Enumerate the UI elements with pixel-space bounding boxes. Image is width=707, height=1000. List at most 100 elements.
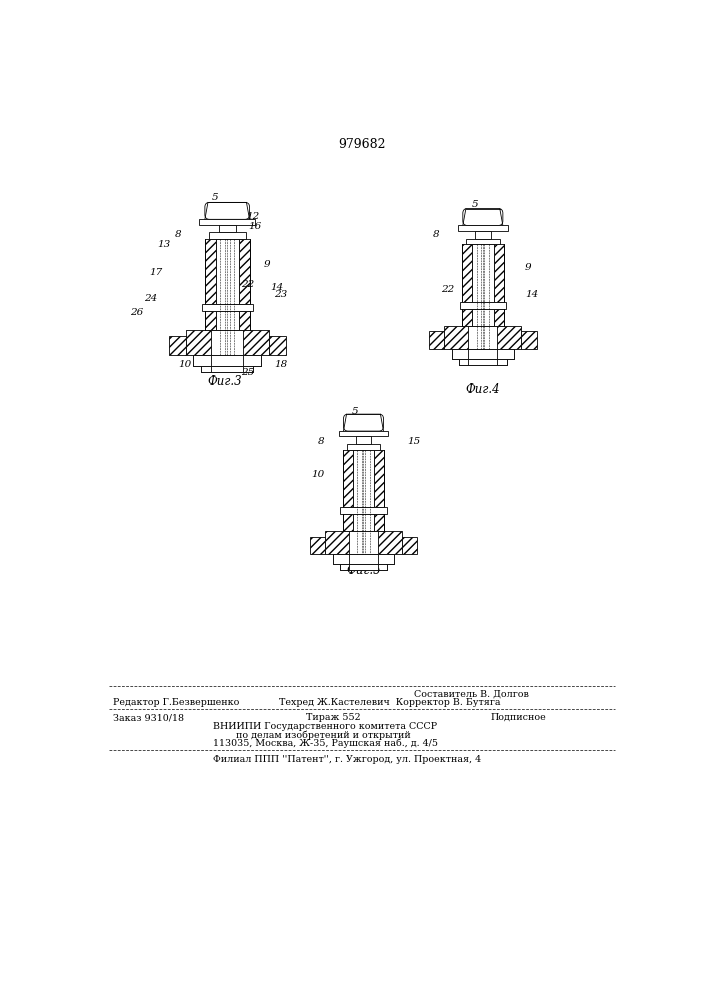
Bar [339, 431, 388, 436]
Bar [468, 359, 498, 365]
Text: Техред Ж.Кастелевич  Корректор В. Бутяга: Техред Ж.Кастелевич Корректор В. Бутяга [279, 698, 501, 707]
Bar [429, 331, 444, 349]
Bar [462, 244, 472, 302]
Bar [205, 311, 216, 330]
Bar [199, 219, 255, 225]
Bar [193, 355, 211, 366]
Text: 25: 25 [240, 368, 254, 377]
Bar [211, 366, 243, 372]
Bar [310, 537, 325, 554]
Text: 8: 8 [433, 230, 440, 239]
Bar [339, 564, 387, 570]
Bar [466, 239, 500, 244]
Text: 9: 9 [524, 263, 531, 272]
Bar [356, 436, 371, 444]
Bar [216, 311, 239, 330]
Text: по делам изобретений и открытий: по делам изобретений и открытий [236, 730, 411, 740]
Text: Фиг.5: Фиг.5 [346, 564, 381, 577]
Bar [493, 244, 503, 302]
Bar [193, 355, 261, 366]
Text: 9: 9 [264, 260, 271, 269]
Bar [353, 450, 374, 507]
Bar [216, 239, 239, 304]
Text: Составитель В. Долгов: Составитель В. Долгов [414, 690, 528, 699]
Bar [211, 355, 243, 366]
Bar [218, 225, 235, 232]
Text: 17: 17 [150, 268, 163, 277]
Text: 113035, Москва, Ж-35, Раушская наб., д. 4/5: 113035, Москва, Ж-35, Раушская наб., д. … [214, 739, 438, 748]
Text: Фиг.3: Фиг.3 [208, 375, 243, 388]
Text: Тираж 552: Тираж 552 [305, 713, 361, 722]
Bar [498, 359, 507, 365]
Text: ВНИИПИ Государственного комитета СССР: ВНИИПИ Государственного комитета СССР [214, 722, 438, 731]
Text: 10: 10 [178, 360, 192, 369]
Bar [269, 336, 286, 355]
Bar [343, 514, 353, 531]
Bar [498, 349, 514, 359]
Bar [378, 564, 387, 570]
Bar [343, 450, 353, 507]
Bar [493, 309, 503, 326]
Bar [325, 531, 402, 554]
Bar [353, 514, 374, 531]
Text: 13: 13 [158, 240, 170, 249]
Bar [462, 309, 472, 326]
Text: Редактор Г.Безвершенко: Редактор Г.Безвершенко [113, 698, 240, 707]
Text: 22: 22 [440, 285, 454, 294]
Bar [346, 444, 380, 450]
Text: 15: 15 [407, 437, 420, 446]
Text: 16: 16 [248, 222, 262, 231]
Bar [339, 564, 349, 570]
Bar [468, 326, 498, 349]
Text: 5: 5 [211, 192, 218, 202]
Bar [201, 366, 211, 372]
Bar [349, 531, 378, 554]
Bar [243, 355, 261, 366]
Bar [340, 507, 387, 514]
Bar [472, 244, 493, 302]
Bar [459, 359, 468, 365]
Text: 14: 14 [525, 290, 539, 299]
Bar [460, 302, 506, 309]
Bar [243, 366, 253, 372]
Bar [333, 554, 349, 564]
Bar [444, 326, 521, 349]
Bar [452, 349, 468, 359]
Bar [374, 450, 385, 507]
Text: 26: 26 [129, 308, 143, 317]
Bar [205, 239, 216, 304]
Text: Заказ 9310/18: Заказ 9310/18 [113, 713, 185, 722]
Bar [402, 537, 417, 554]
Text: 23: 23 [274, 290, 288, 299]
Bar [349, 554, 378, 564]
Text: 24: 24 [144, 294, 157, 303]
Text: 14: 14 [270, 283, 283, 292]
Bar [201, 304, 252, 311]
Bar [378, 554, 395, 564]
Bar [211, 330, 243, 355]
Text: Фиг.4: Фиг.4 [465, 383, 500, 396]
Text: 8: 8 [175, 230, 181, 239]
Bar [374, 514, 385, 531]
Bar [186, 330, 269, 355]
Bar [209, 232, 246, 239]
Bar [239, 311, 250, 330]
Text: Подписное: Подписное [491, 713, 547, 722]
Text: 979682: 979682 [338, 138, 386, 151]
FancyBboxPatch shape [205, 202, 250, 219]
Text: 5: 5 [351, 407, 358, 416]
FancyBboxPatch shape [463, 209, 503, 225]
Bar [472, 309, 493, 326]
Text: Филиал ППП ''Патент'', г. Ужгород, ул. Проектная, 4: Филиал ППП ''Патент'', г. Ужгород, ул. П… [214, 755, 481, 764]
Text: 5: 5 [472, 200, 479, 209]
Text: 18: 18 [274, 360, 288, 369]
Bar [239, 239, 250, 304]
Bar [333, 554, 395, 564]
Text: 22: 22 [241, 280, 255, 289]
Bar [475, 231, 491, 239]
Bar [452, 349, 514, 359]
Text: 8: 8 [318, 437, 325, 446]
Bar [521, 331, 537, 349]
FancyBboxPatch shape [344, 414, 383, 431]
Bar [459, 359, 507, 365]
